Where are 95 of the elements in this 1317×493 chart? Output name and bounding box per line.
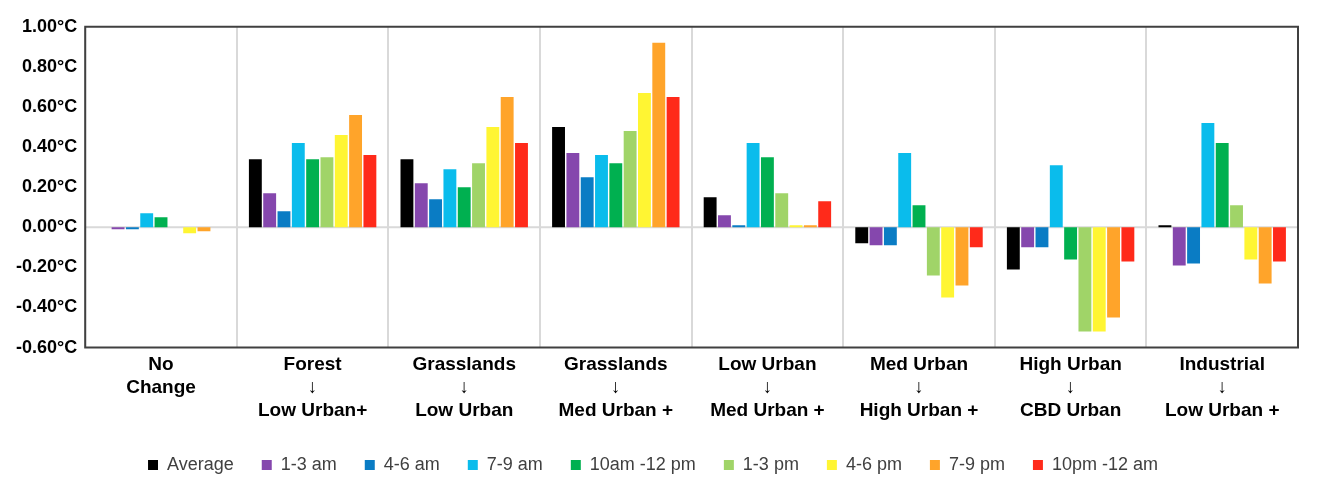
bar — [248, 159, 262, 228]
bar — [566, 153, 580, 228]
bar — [1215, 143, 1229, 228]
bar — [515, 143, 528, 228]
y-tick-label: 0.00°C — [21, 216, 78, 237]
legend-label: 10am -12 pm — [589, 453, 696, 474]
y-tick-label: 0.40°C — [21, 136, 78, 157]
bar — [197, 227, 211, 232]
bar — [666, 96, 680, 228]
bar — [111, 227, 125, 230]
bar — [1258, 227, 1272, 284]
y-tick-label: 1.00°C — [21, 15, 78, 36]
bar — [1006, 227, 1020, 270]
bar — [703, 197, 717, 228]
x-tick-label: Industrial ↓ Low Urban + — [1164, 353, 1280, 420]
bar — [154, 217, 168, 228]
bar — [1244, 227, 1258, 260]
bar — [429, 199, 443, 228]
bar — [941, 227, 955, 298]
x-tick-label: High Urban ↓ CBD Urban — [1019, 353, 1122, 420]
bar — [818, 201, 832, 228]
bar — [486, 127, 500, 228]
bar — [652, 42, 666, 228]
bar — [609, 163, 623, 228]
bar — [1107, 227, 1120, 318]
bar — [926, 227, 940, 276]
bar — [1064, 227, 1078, 260]
x-tick-label: Med Urban ↓ High Urban + — [859, 353, 979, 420]
bar — [623, 131, 637, 228]
y-tick-label: 0.60°C — [21, 95, 78, 116]
bar — [306, 159, 320, 228]
bar — [869, 227, 883, 246]
bar — [883, 227, 897, 246]
x-tick-label: Forest ↓ Low Urban+ — [257, 353, 368, 420]
y-tick-label: -0.20°C — [15, 256, 78, 277]
bar — [1158, 225, 1172, 228]
bar — [363, 155, 377, 228]
legend-label: 10pm -12 am — [1051, 453, 1158, 474]
bar — [760, 157, 774, 228]
bar — [1230, 205, 1243, 228]
bar — [183, 227, 197, 234]
bar — [1092, 227, 1106, 332]
bar — [1121, 227, 1135, 262]
legend-label: 1-3 pm — [742, 453, 799, 474]
bar — [334, 135, 348, 228]
x-tick-label: Grasslands ↓ Low Urban — [412, 353, 516, 420]
bar — [855, 227, 869, 244]
bar — [746, 143, 760, 228]
y-tick-label: 0.20°C — [21, 176, 78, 197]
legend-label: Average — [167, 453, 234, 474]
bar — [500, 96, 514, 228]
x-tick-label: No Change — [126, 353, 196, 398]
bar — [1049, 165, 1063, 228]
bar — [414, 183, 428, 228]
bar — [955, 227, 969, 286]
y-tick-label: -0.60°C — [15, 336, 78, 357]
bar — [140, 213, 154, 228]
bar — [898, 153, 912, 228]
bar — [775, 193, 789, 228]
bar — [1021, 227, 1035, 248]
bar — [291, 143, 305, 228]
bar — [1201, 123, 1215, 228]
bar — [803, 225, 817, 228]
bar — [969, 227, 983, 248]
bar — [457, 187, 471, 228]
bar — [277, 211, 291, 228]
bar — [912, 205, 926, 228]
bar — [125, 227, 139, 230]
legend-label: 4-6 pm — [845, 453, 902, 474]
bar — [552, 127, 565, 228]
bar — [718, 215, 731, 228]
bar — [1187, 227, 1201, 264]
y-tick-label: 0.80°C — [21, 55, 78, 76]
bar — [443, 169, 457, 228]
bar — [732, 225, 746, 228]
bar — [320, 157, 334, 228]
x-tick-label: Grasslands ↓ Med Urban + — [558, 353, 674, 420]
bar — [789, 225, 803, 228]
bar — [1035, 227, 1049, 248]
bar — [595, 155, 608, 228]
legend-label: 4-6 am — [383, 453, 440, 474]
bar — [263, 193, 277, 228]
bar — [400, 159, 414, 228]
legend-label: 1-3 am — [280, 453, 337, 474]
bar — [1078, 227, 1092, 332]
bar — [1273, 227, 1286, 262]
bar — [472, 163, 485, 228]
legend-label: 7-9 pm — [948, 453, 1005, 474]
bar — [1172, 227, 1186, 266]
bar — [349, 115, 363, 228]
legend-label: 7-9 am — [486, 453, 543, 474]
y-tick-label: -0.40°C — [15, 296, 78, 317]
bar — [638, 92, 651, 228]
x-tick-label: Low Urban ↓ Med Urban + — [710, 353, 825, 420]
bar — [580, 177, 594, 228]
